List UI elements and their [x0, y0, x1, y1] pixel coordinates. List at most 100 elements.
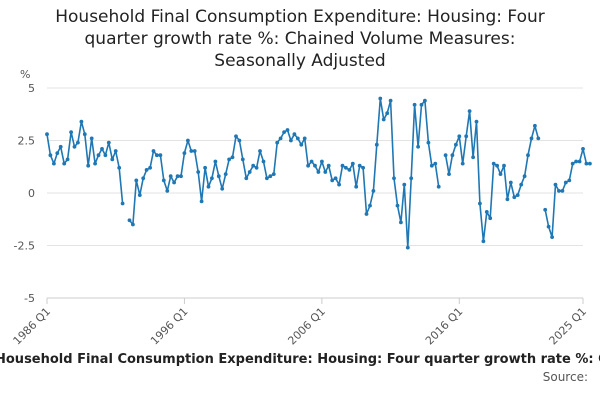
chart-title: Household Final Consumption Expenditure:… [0, 6, 600, 72]
data-point [519, 182, 524, 187]
data-point [89, 136, 94, 141]
data-point [106, 140, 111, 145]
data-point [409, 176, 414, 181]
data-point [103, 153, 108, 158]
data-point [113, 149, 118, 153]
series-line [444, 110, 540, 243]
series-layer [45, 96, 592, 250]
data-point [495, 163, 499, 168]
data-point [62, 161, 67, 166]
data-point [577, 159, 582, 164]
data-point [474, 119, 479, 124]
data-point [337, 182, 341, 187]
data-point [86, 163, 91, 168]
data-point [399, 220, 403, 225]
data-point [48, 153, 53, 158]
data-point [199, 199, 204, 204]
data-point [258, 149, 262, 153]
data-point [216, 174, 221, 179]
data-point [361, 165, 365, 170]
data-point [210, 176, 214, 181]
data-point [498, 172, 503, 177]
data-point [529, 136, 534, 141]
data-point [371, 189, 376, 193]
data-point [405, 245, 410, 250]
data-point [168, 174, 173, 179]
data-point [271, 172, 276, 177]
data-point [443, 153, 448, 158]
data-point [502, 163, 506, 168]
data-point [175, 174, 180, 179]
data-point [543, 207, 548, 212]
data-point [574, 159, 578, 164]
x-tick-label: 2006 Q1 [285, 305, 328, 348]
data-point [457, 134, 462, 139]
data-point [433, 161, 438, 166]
data-point [491, 161, 496, 166]
data-point [347, 168, 352, 172]
data-point [512, 195, 517, 200]
data-point [72, 144, 77, 149]
data-point [282, 130, 286, 135]
data-point [368, 203, 372, 208]
data-point [82, 132, 87, 137]
data-point [436, 184, 441, 189]
data-point [309, 159, 314, 164]
grid-layer [47, 87, 583, 299]
data-point [292, 132, 297, 137]
data-point [254, 165, 259, 170]
data-point [65, 157, 70, 162]
y-axis-unit-label: % [20, 68, 30, 81]
data-point [505, 197, 510, 202]
data-point [320, 159, 324, 164]
y-tick-label: 0 [28, 187, 35, 200]
data-point [278, 136, 283, 141]
data-point [450, 153, 455, 158]
data-point [192, 149, 197, 153]
x-tick-label: 2016 Q1 [423, 305, 466, 348]
data-point [326, 163, 331, 168]
data-point [234, 134, 238, 139]
data-point [515, 193, 520, 198]
data-point [52, 161, 56, 166]
data-point [522, 174, 527, 179]
data-point [134, 178, 139, 183]
data-point [526, 153, 530, 158]
x-tick-label: 1996 Q1 [148, 305, 191, 348]
data-point [416, 144, 420, 149]
data-point [454, 142, 458, 147]
data-point [220, 186, 225, 191]
data-point [357, 163, 362, 168]
data-point [79, 119, 84, 124]
data-point [172, 180, 177, 185]
data-point [223, 172, 228, 177]
series-line [544, 148, 590, 238]
data-point [120, 201, 125, 206]
data-point [464, 134, 469, 139]
data-point [584, 161, 589, 166]
chart-title-line-3: Seasonally Adjusted [214, 51, 386, 71]
data-point [117, 165, 122, 170]
x-tick-label: 1986 Q1 [11, 305, 54, 348]
data-point [127, 218, 132, 223]
data-point [478, 201, 482, 206]
data-point [69, 130, 73, 135]
data-point [161, 178, 166, 183]
data-point [536, 136, 541, 141]
data-point [213, 159, 218, 164]
data-point [137, 193, 142, 198]
data-point [392, 176, 396, 181]
data-point [237, 138, 242, 143]
data-point [268, 174, 273, 179]
data-point [395, 203, 400, 208]
data-point [563, 180, 568, 185]
chart-title-line-1: Household Final Consumption Expenditure:… [55, 7, 545, 27]
data-point [419, 102, 424, 107]
data-point [378, 96, 383, 101]
data-point [227, 157, 232, 162]
data-point [374, 142, 379, 147]
data-point [381, 117, 386, 122]
data-point [460, 161, 465, 166]
